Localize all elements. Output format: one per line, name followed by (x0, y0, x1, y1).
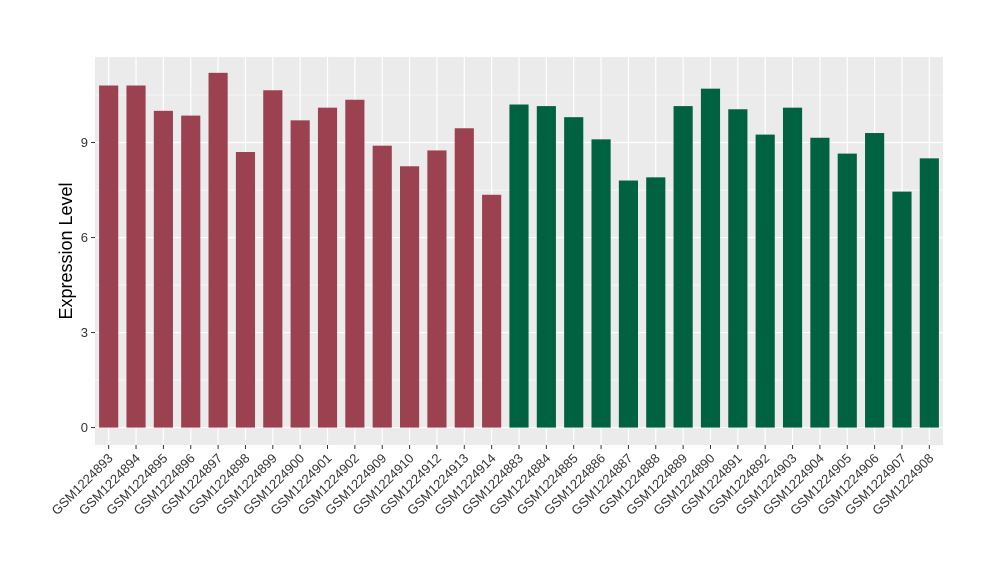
bar-GSM1224898 (235, 152, 256, 428)
bar-GSM1224914 (482, 194, 502, 428)
bar-GSM1224891 (728, 109, 748, 428)
bar-GSM1224904 (810, 137, 830, 428)
y-tick-label: 9 (81, 135, 88, 150)
y-axis: 0 3 6 9 (81, 135, 95, 435)
bar-GSM1224907 (892, 191, 912, 428)
y-tick-label: 6 (81, 230, 88, 245)
bar-GSM1224905 (837, 153, 857, 428)
bar-GSM1224903 (782, 107, 803, 428)
bar-GSM1224900 (290, 120, 310, 428)
bar-GSM1224901 (317, 107, 338, 428)
bar-GSM1224883 (509, 104, 529, 428)
bar-GSM1224895 (153, 110, 173, 428)
bar-GSM1224896 (181, 115, 201, 428)
bar-GSM1224906 (865, 133, 885, 428)
bar-GSM1224897 (208, 72, 228, 428)
bar-GSM1224893 (99, 85, 119, 428)
x-axis: GSM1224893GSM1224894GSM1224895GSM1224896… (48, 445, 936, 518)
bar-GSM1224908 (919, 158, 939, 428)
bars (99, 72, 939, 428)
bar-GSM1224902 (345, 99, 365, 428)
bar-GSM1224909 (372, 145, 392, 428)
bar-GSM1224887 (618, 180, 638, 428)
y-tick-label: 3 (81, 325, 88, 340)
bar-GSM1224885 (564, 117, 584, 428)
bar-GSM1224899 (263, 90, 283, 428)
y-axis-title: Expression Level (56, 182, 76, 319)
bar-GSM1224910 (400, 166, 420, 428)
bar-GSM1224890 (700, 88, 721, 428)
y-tick-label: 0 (81, 420, 88, 435)
bar-GSM1224892 (755, 134, 775, 428)
bar-GSM1224886 (591, 139, 611, 428)
bar-GSM1224912 (427, 150, 447, 428)
bar-GSM1224884 (536, 106, 556, 428)
bar-GSM1224894 (126, 85, 146, 428)
bar-GSM1224888 (646, 177, 666, 428)
bar-GSM1224913 (454, 128, 474, 428)
bar-GSM1224889 (673, 106, 693, 428)
